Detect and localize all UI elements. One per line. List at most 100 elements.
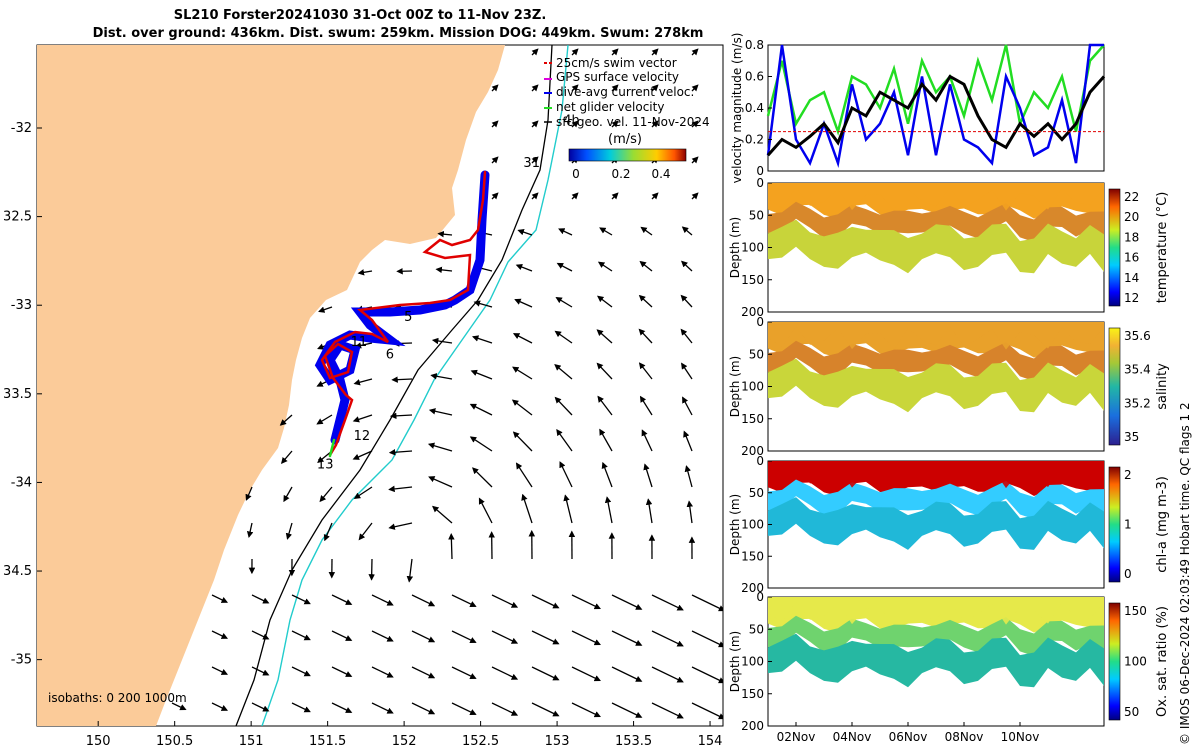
velocity-arrow-49 (473, 300, 493, 308)
salinity-ytick-4: 200 (741, 444, 764, 458)
velocity-arrow-143 (611, 594, 643, 610)
temperature-ytick-0: 0 (756, 176, 764, 190)
velocity-arrow-59 (471, 335, 493, 344)
temperature-layer-2 (768, 219, 1104, 274)
temperature-ytick-2: 100 (741, 241, 764, 255)
velocity-arrow-35 (681, 226, 693, 236)
velocity-arrow-135 (291, 594, 311, 605)
map-label-1: 11 (351, 335, 368, 350)
oxygen-layer-2 (768, 633, 1104, 688)
velocity-arrow-17 (491, 156, 499, 164)
velocity-arrow-63 (638, 328, 653, 344)
oxygen-cblabel: Ox. sat. ratio (%) (1155, 606, 1170, 717)
velocity-arrow-28 (691, 192, 699, 200)
velocity-arrow-24 (531, 192, 539, 200)
colorbar-tick-1: 0.2 (611, 167, 630, 181)
velocity-arrow-182 (571, 702, 601, 718)
map-xtick-4: 152 (392, 734, 417, 749)
colorbar-title: (m/s) (608, 132, 642, 147)
velocity-arrow-158 (691, 630, 723, 648)
velocity-arrow-11 (491, 120, 499, 128)
time-tick-1: 04Nov (833, 730, 872, 744)
velocity-arrow-171 (691, 666, 723, 684)
velocity-arrow-176 (331, 702, 353, 713)
isobath-1000m (261, 45, 569, 726)
map-label-4: 12 (354, 429, 371, 444)
colorbar-tick-2: 0.4 (651, 167, 670, 181)
velocity-arrow-60 (512, 333, 533, 344)
velocity-arrow-98 (283, 486, 293, 503)
velocity-arrow-7 (571, 84, 579, 92)
velocity-arrow-13 (571, 120, 579, 128)
velocity-arrow-72 (596, 362, 613, 380)
velocity-arrow-3 (651, 48, 659, 56)
velocity-arrow-157 (651, 630, 684, 647)
chl-a-ytick-0: 0 (756, 454, 764, 468)
velocity-arrow-92 (512, 431, 533, 452)
temperature-ytick-1: 50 (749, 208, 764, 222)
velocity-arrow-162 (331, 666, 353, 677)
oxygen-surface-layer (768, 597, 1104, 625)
temperature-cblabel: temperature (°C) (1155, 192, 1170, 304)
time-tick-3: 08Nov (945, 730, 984, 744)
velocity-arrow-103 (472, 467, 493, 488)
velocity-arrow-76 (316, 414, 333, 425)
chl-a-cbtick-1: 1 (1124, 518, 1132, 532)
velocity-arrow-83 (597, 395, 613, 416)
time-tick-0: 02Nov (777, 730, 816, 744)
velocity-arrow-94 (599, 428, 613, 452)
velocity-arrow-170 (651, 666, 684, 683)
velocity-series-0 (766, 44, 1105, 136)
salinity-colorbar (1108, 327, 1121, 446)
velocity-arrow-185 (691, 702, 723, 720)
velocity-arrow-31 (517, 229, 533, 236)
map-labels: 31 11 5 6 12 13 4h (317, 113, 580, 472)
velocity-arrow-145 (691, 594, 723, 612)
velocity-arrow-8 (611, 84, 619, 92)
velocity-arrow-16 (691, 120, 699, 128)
velocity-arrow-139 (451, 594, 477, 608)
vel-ytick-3: 0.6 (745, 70, 764, 84)
salinity-cbtick-3: 35.6 (1124, 329, 1151, 343)
chl-a-cbtick-2: 2 (1124, 468, 1132, 482)
map-ytick-5: 34.5 (3, 564, 32, 579)
velocity-arrow-79 (428, 408, 453, 416)
velocity-arrow-77 (352, 414, 373, 423)
velocity-arrow-51 (555, 297, 573, 308)
salinity-layer-1 (768, 340, 1104, 382)
chl-a-layer-2 (768, 497, 1104, 550)
velocity-arrow-81 (511, 399, 533, 416)
oxygen-ytick-0: 0 (756, 590, 764, 604)
velocity-arrow-97 (245, 486, 253, 501)
velocity-arrow-52 (597, 295, 613, 308)
velocity-arrow-15 (651, 120, 659, 128)
velocity-arrow-168 (571, 666, 601, 682)
temperature-ytick-4: 200 (741, 305, 764, 319)
map-label-3: 6 (386, 347, 394, 362)
velocity-arrow-22 (691, 156, 699, 164)
velocity-arrow-159 (211, 666, 229, 675)
vel-ytick-2: 0.4 (745, 101, 764, 115)
velocity-arrow-54 (680, 294, 693, 308)
map-label-2: 5 (404, 310, 412, 325)
temperature-surface-layer (768, 183, 1104, 211)
map-xtick-3: 151.5 (309, 734, 346, 749)
oxygen-ytick-4: 200 (741, 719, 764, 733)
isobaths-label: isobaths: 0 200 1000m (48, 691, 187, 705)
map-label-6: 4h (563, 113, 580, 128)
velocity-arrow-172 (171, 702, 187, 711)
map-colorbar (568, 148, 687, 162)
velocity-arrow-175 (291, 702, 311, 713)
velocity-arrow-142 (571, 594, 601, 610)
velocity-arrow-93 (556, 428, 573, 452)
velocity-arrow-141 (531, 594, 560, 609)
velocity-arrow-140 (491, 594, 519, 608)
chl-a-ytick-3: 150 (741, 549, 764, 563)
isobath-200m (235, 45, 553, 726)
salinity-ytick-0: 0 (756, 315, 764, 329)
velocity-arrow-34 (640, 226, 653, 236)
velocity-arrow-173 (211, 702, 229, 711)
velocity-arrow-23 (491, 192, 499, 200)
velocity-arrow-177 (371, 702, 394, 714)
